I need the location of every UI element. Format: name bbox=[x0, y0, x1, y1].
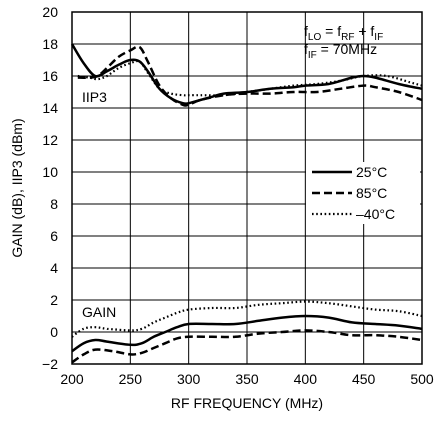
y-tick-label: 20 bbox=[42, 4, 58, 20]
legend-label-minus40c: –40°C bbox=[356, 206, 395, 222]
x-tick-label: 250 bbox=[119, 371, 143, 387]
x-tick-label: 400 bbox=[294, 371, 318, 387]
gain-curve-label: GAIN bbox=[82, 304, 116, 320]
y-tick-label: −2 bbox=[42, 356, 58, 372]
series-0-gain-line bbox=[71, 314, 423, 353]
x-axis-title: RF FREQUENCY (MHz) bbox=[171, 395, 323, 411]
y-tick-label: 8 bbox=[50, 196, 58, 212]
y-tick-label: 18 bbox=[42, 36, 58, 52]
y-tick-label: 2 bbox=[50, 292, 58, 308]
flo-equation: fLO = fRF + fIF bbox=[304, 23, 383, 43]
series-layer bbox=[70, 43, 423, 364]
y-tick-label: 0 bbox=[50, 324, 58, 340]
series-2-iip3-line bbox=[77, 59, 423, 97]
y-tick-label: 6 bbox=[50, 228, 58, 244]
flo-eq: = f bbox=[321, 23, 341, 39]
x-tick-label: 500 bbox=[410, 371, 434, 387]
legend-label-85c: 85°C bbox=[356, 185, 387, 201]
y-tick-label: 10 bbox=[42, 164, 58, 180]
y-tick-label: 12 bbox=[42, 132, 58, 148]
fif-equation: fIF = 70MHz bbox=[304, 41, 377, 61]
series-1-gain-line bbox=[71, 329, 423, 364]
x-tick-label: 300 bbox=[177, 371, 201, 387]
fif2-value: = 70MHz bbox=[317, 41, 377, 57]
y-axis-title: GAIN (dB), IIP3 (dBm) bbox=[9, 118, 25, 257]
flo-sub: LO bbox=[308, 32, 322, 43]
x-tick-labels: 200 250 300 350 400 450 500 bbox=[60, 371, 434, 387]
x-tick-label: 200 bbox=[60, 371, 84, 387]
y-tick-label: 16 bbox=[42, 68, 58, 84]
flo-f: f bbox=[304, 23, 308, 39]
series-1-iip3-line bbox=[77, 45, 423, 107]
frf-sub: RF bbox=[341, 32, 354, 43]
plot-frame bbox=[71, 11, 423, 365]
y-tick-label: 4 bbox=[50, 260, 58, 276]
fif2-sub: IF bbox=[308, 50, 317, 61]
iip3-curve-label: IIP3 bbox=[82, 89, 107, 105]
y-tick-labels: −2 0 2 4 6 8 10 12 14 16 18 20 bbox=[42, 4, 58, 372]
x-tick-label: 350 bbox=[235, 371, 259, 387]
fif-sub: IF bbox=[374, 32, 383, 43]
fif2-f: f bbox=[304, 41, 308, 57]
series-2-gain-line bbox=[71, 300, 423, 338]
frf-plus: + f bbox=[354, 23, 374, 39]
y-tick-label: 14 bbox=[42, 100, 58, 116]
x-tick-label: 450 bbox=[352, 371, 376, 387]
legend: 25°C 85°C –40°C bbox=[312, 164, 395, 222]
legend-label-25c: 25°C bbox=[356, 164, 387, 180]
